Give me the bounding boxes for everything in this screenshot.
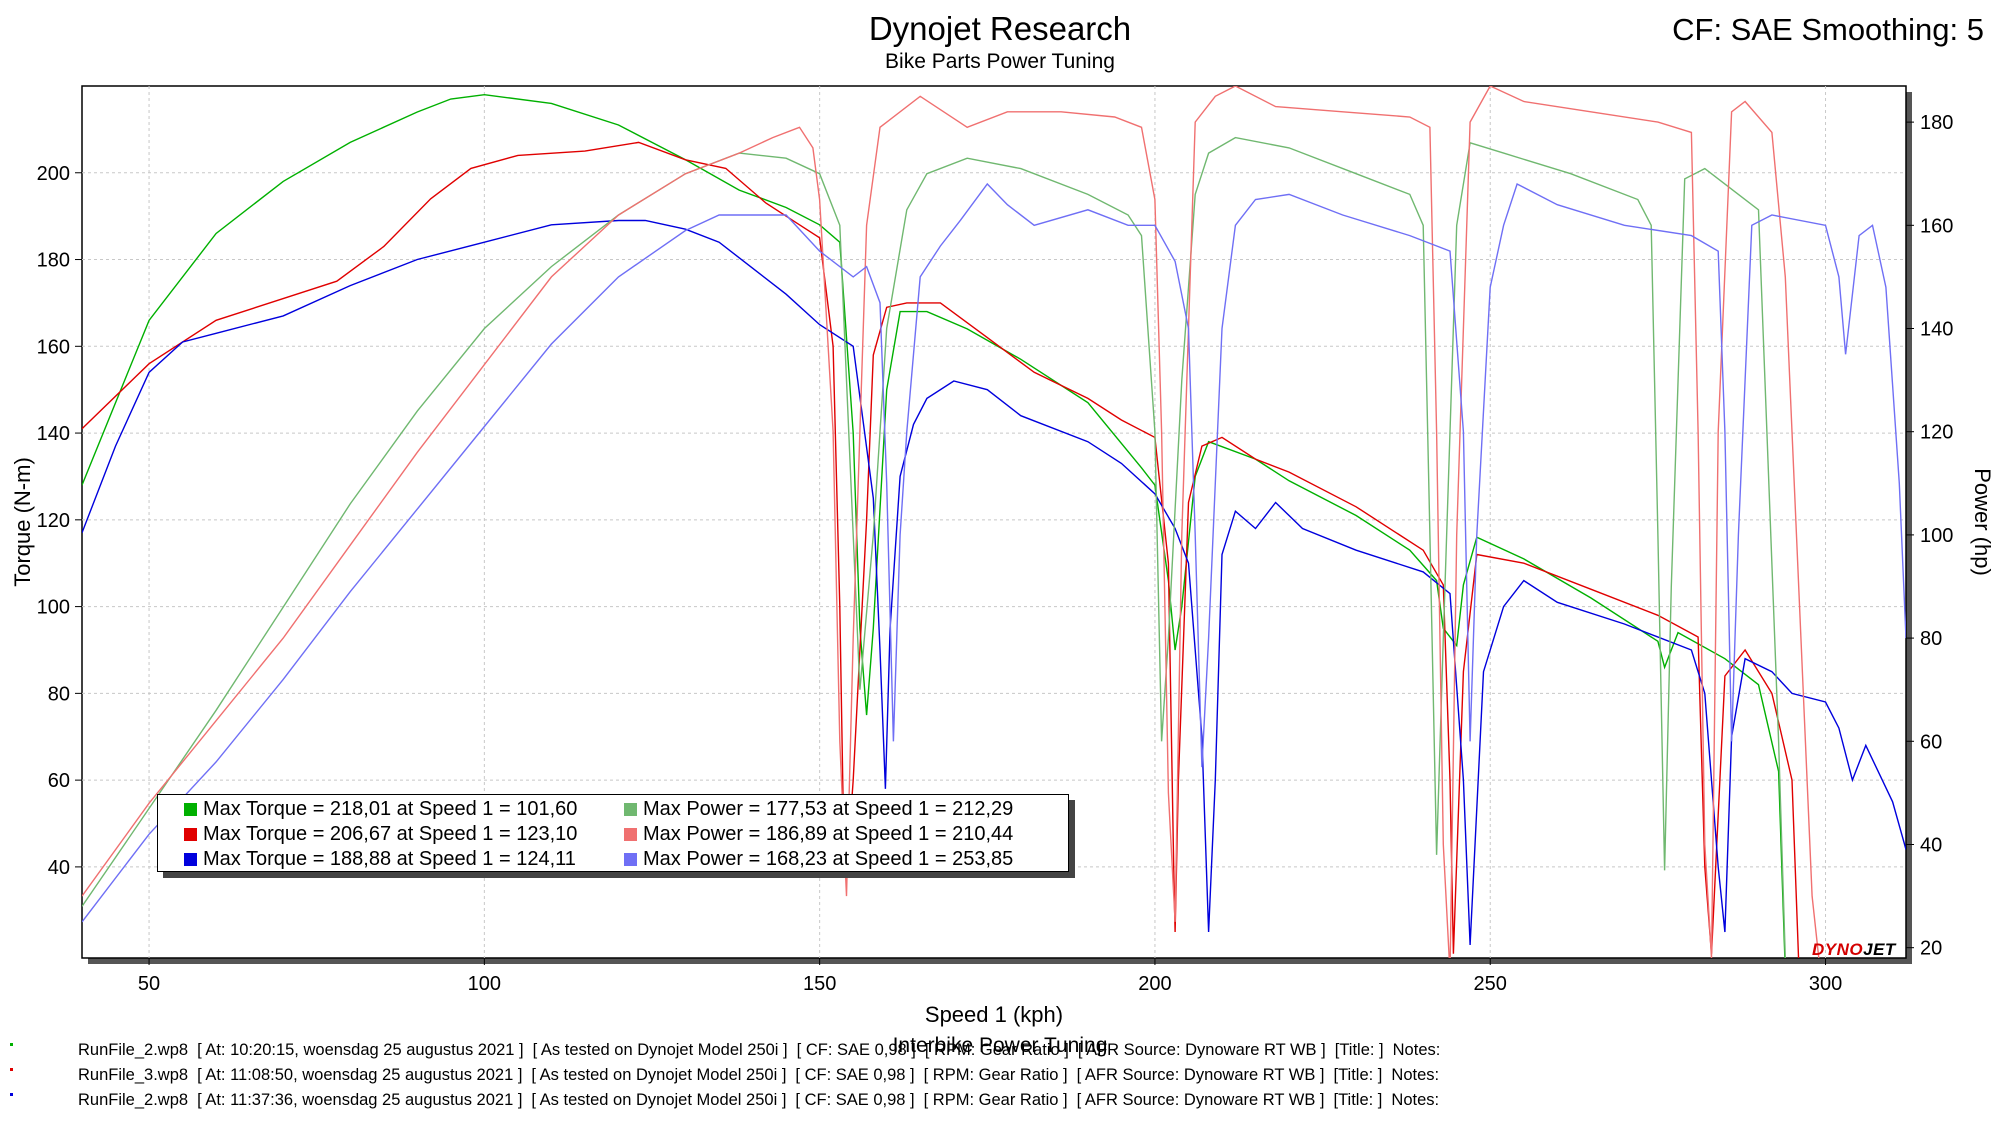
run-title: [Title: ]	[1334, 1041, 1384, 1059]
x-tick-label: 200	[1138, 973, 1171, 995]
y-right-tick-label: 160	[1920, 215, 1953, 237]
y-right-tick-label: 120	[1920, 422, 1953, 444]
legend-text: Max Torque = 218,01 at Speed 1 = 101,60	[203, 798, 578, 820]
legend-entry: Max Power = 168,23 at Speed 1 = 253,85	[624, 848, 1013, 871]
run-file: RunFile_3.wp8	[78, 1066, 189, 1084]
chart-title: Dynojet Research	[868, 10, 1132, 47]
run-afr: [ AFR Source: Dynoware RT WB ]	[1077, 1041, 1326, 1059]
run-file: RunFile_2.wp8	[78, 1091, 189, 1109]
run-at: [ At: 11:37:36, woensdag 25 augustus 202…	[197, 1091, 523, 1109]
run-at: [ At: 11:08:50, woensdag 25 augustus 202…	[197, 1066, 523, 1084]
legend-swatch	[624, 803, 637, 816]
run-cf: [ CF: SAE 0,98 ]	[795, 1091, 915, 1109]
y-left-axis-label: Torque (N-m)	[10, 457, 35, 587]
torque-series-line	[82, 219, 1906, 946]
y-right-tick-label: 180	[1920, 112, 1953, 134]
run-cf: [ CF: SAE 0,98 ]	[796, 1041, 916, 1059]
legend-text: Max Power = 177,53 at Speed 1 = 212,29	[643, 798, 1014, 820]
legend-entry: Max Torque = 206,67 at Speed 1 = 123,10	[184, 823, 577, 846]
dynojet-logo: DYNOJET	[1812, 940, 1896, 960]
legend-entry: Max Power = 177,53 at Speed 1 = 212,29	[624, 798, 1013, 821]
y-left-tick-label: 120	[37, 510, 70, 532]
y-left-tick-label: 100	[37, 597, 70, 619]
cf-smoothing-label: CF: SAE Smoothing: 5	[1672, 12, 1984, 47]
chart-subtitle: Bike Parts Power Tuning	[885, 50, 1115, 73]
legend-text: Max Power = 168,23 at Speed 1 = 253,85	[643, 848, 1014, 870]
y-right-tick-label: 140	[1920, 319, 1953, 341]
legend-entry: Max Torque = 188,88 at Speed 1 = 124,11	[184, 848, 576, 871]
y-left-tick-label: 40	[48, 857, 70, 879]
legend-swatch	[184, 803, 197, 816]
legend-text: Max Torque = 188,88 at Speed 1 = 124,11	[203, 848, 576, 870]
x-tick-label: 150	[803, 973, 836, 995]
run-color-dot	[10, 1043, 13, 1046]
run-color-dot	[10, 1068, 13, 1071]
legend-text: Max Power = 186,89 at Speed 1 = 210,44	[643, 823, 1014, 845]
dynojet-logo-dyno: DYNO	[1812, 940, 1864, 959]
run-color-dot	[10, 1093, 13, 1096]
y-left-tick-label: 200	[37, 163, 70, 185]
legend-swatch	[624, 828, 637, 841]
run-notes: Notes:	[1391, 1066, 1440, 1084]
dynojet-logo-jet: JET	[1863, 940, 1896, 959]
y-left-tick-label: 60	[48, 770, 70, 792]
torque-series-line	[82, 93, 1786, 958]
x-tick-label: 250	[1474, 973, 1507, 995]
x-tick-label: 50	[138, 973, 160, 995]
legend-text: Max Torque = 206,67 at Speed 1 = 123,10	[203, 823, 578, 845]
run-title: [Title: ]	[1333, 1066, 1383, 1084]
footer-title: Interbike Power Tuning	[892, 1034, 1108, 1057]
run-tested: [ As tested on Dynojet Model 250i ]	[531, 1066, 787, 1084]
run-at: [ At: 10:20:15, woensdag 25 augustus 202…	[197, 1041, 524, 1059]
run-afr: [ AFR Source: Dynoware RT WB ]	[1076, 1066, 1325, 1084]
y-left-tick-label: 180	[37, 250, 70, 272]
torque-series-line	[82, 141, 1800, 958]
power-series-line	[82, 182, 1906, 923]
x-tick-label: 100	[468, 973, 501, 995]
y-left-tick-label: 160	[37, 336, 70, 358]
legend-entry: Max Power = 186,89 at Speed 1 = 210,44	[624, 823, 1013, 846]
legend: Max Torque = 218,01 at Speed 1 = 101,60 M…	[157, 794, 1069, 872]
y-right-tick-label: 100	[1920, 525, 1953, 547]
x-tick-label: 300	[1809, 973, 1842, 995]
run-tested: [ As tested on Dynojet Model 250i ]	[532, 1041, 788, 1059]
power-series-line	[82, 86, 1820, 958]
run-notes: Notes:	[1392, 1041, 1441, 1059]
run-info-line: RunFile_2.wp8 [ At: 11:37:36, woensdag 25…	[78, 1091, 1448, 1110]
run-title: [Title: ]	[1333, 1091, 1383, 1109]
run-tested: [ As tested on Dynojet Model 250i ]	[531, 1091, 787, 1109]
run-rpm: [ RPM: Gear Ratio ]	[924, 1041, 1069, 1059]
legend-swatch	[624, 853, 637, 866]
run-info-line: RunFile_3.wp8 [ At: 11:08:50, woensdag 25…	[78, 1066, 1448, 1085]
legend-swatch	[184, 828, 197, 841]
run-notes: Notes:	[1391, 1091, 1440, 1109]
run-file: RunFile_2.wp8	[78, 1041, 189, 1059]
y-right-tick-label: 40	[1920, 834, 1942, 856]
y-right-axis-label: Power (hp)	[1970, 468, 1995, 576]
run-info-line: RunFile_2.wp8 [ At: 10:20:15, woensdag 25…	[78, 1041, 1449, 1060]
y-left-tick-label: 140	[37, 423, 70, 445]
y-left-tick-label: 80	[48, 683, 70, 705]
run-rpm: [ RPM: Gear Ratio ]	[923, 1066, 1068, 1084]
legend-entry: Max Torque = 218,01 at Speed 1 = 101,60	[184, 798, 577, 821]
run-rpm: [ RPM: Gear Ratio ]	[923, 1091, 1068, 1109]
run-afr: [ AFR Source: Dynoware RT WB ]	[1076, 1091, 1325, 1109]
run-cf: [ CF: SAE 0,98 ]	[795, 1066, 915, 1084]
y-right-tick-label: 60	[1920, 731, 1942, 753]
y-right-tick-label: 80	[1920, 628, 1942, 650]
y-right-tick-label: 20	[1920, 938, 1942, 960]
x-axis-label: Speed 1 (kph)	[925, 1002, 1063, 1027]
legend-swatch	[184, 853, 197, 866]
